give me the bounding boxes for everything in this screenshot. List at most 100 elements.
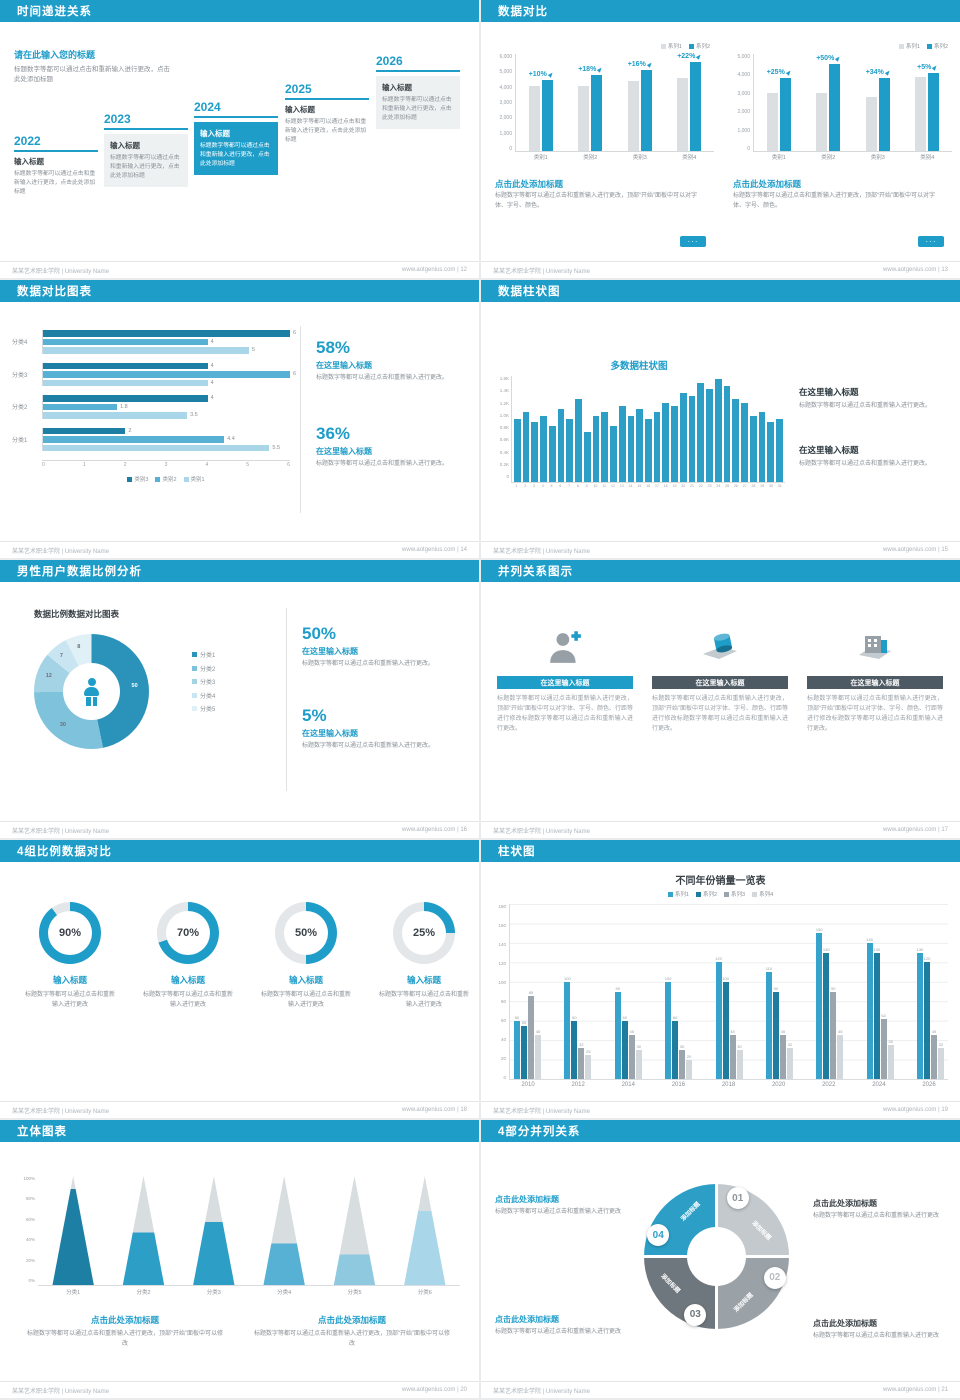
slide-four-part-relation[interactable]: 4部分并列关系 添加标题 01 添加标题 02 添加标题 03 添加标题 04 点击此处添加标… <box>481 1120 960 1398</box>
h3fill <box>43 379 208 386</box>
sw <box>155 476 161 482</box>
c8v: 100 <box>664 975 672 981</box>
h3val: 5 <box>251 347 255 353</box>
mcb <box>636 409 644 482</box>
cnyt: 100% <box>23 1176 35 1181</box>
slide-time-progression[interactable]: 时间递进关系 请在此输入您的标题 标题数字等都可以通过点击和重新输入进行更改，点… <box>0 0 479 278</box>
clegit: 分类4 <box>192 691 215 700</box>
c8bw: 20 <box>686 904 693 1079</box>
c8b <box>665 981 672 1079</box>
donut-chart: 50 30 12 7 8 <box>34 634 149 749</box>
slide-parallel-relation[interactable]: 并列关系图示 在这里输入标题 标题数字等都可以通过点击和重新输入进行更改，顶部“… <box>481 560 960 838</box>
more-button[interactable]: ··· <box>918 236 944 247</box>
c8bw: 90 <box>772 904 779 1079</box>
el: 分类4 <box>200 693 216 700</box>
slide-title: 数据对比图表 <box>17 286 92 298</box>
step-year: 2022 <box>14 134 41 148</box>
h3fill <box>43 338 208 345</box>
footer-university: 某某艺术职业学院 | University Name <box>493 828 590 835</box>
h3bar: 4 <box>43 362 290 369</box>
stat-heading: 在这里输入标题 <box>316 361 372 370</box>
item-body: 标题数字等都可以通过点击和重新输入进行更改 <box>260 992 351 1008</box>
el: 系列1 <box>667 44 682 50</box>
c8bw: 120 <box>924 904 930 1079</box>
pcb <box>627 81 639 151</box>
mcyt: 1.2K <box>499 400 509 406</box>
mcxt: 11 <box>602 484 607 488</box>
pcb <box>541 79 553 151</box>
mcb <box>662 402 670 482</box>
pcyt: 4,000 <box>737 72 750 79</box>
h3axt: 4 <box>205 462 209 468</box>
slide-body: 系列1 系列2 6,000 5,000 4,000 3,000 2,000 1,000 0 +10… <box>481 22 960 261</box>
c8b <box>729 1035 736 1079</box>
slide-title: 柱状图 <box>498 846 536 858</box>
slide-footer: 某某艺术职业学院 | University Name www.aotgenius… <box>481 261 960 278</box>
mcb <box>601 412 609 482</box>
c8v: 45 <box>535 1029 541 1035</box>
step-year: 2024 <box>194 100 221 114</box>
panel-body: 标题数字等都可以通过点击和重新输入进行更改，顶部“开始”面板中可以对字体、字号、… <box>495 193 697 209</box>
c8v: 60 <box>514 1014 520 1020</box>
slide-3d-chart[interactable]: 立体图表 100% 80% 60% 40% 20% 0% 分类1 分类2 分类3 分类4 分类5 分类… <box>0 1120 479 1398</box>
slide-data-comparison[interactable]: 数据对比 系列1 系列2 6,000 5,000 4,000 3,000 2,000 1,00… <box>481 0 960 278</box>
footer-page: www.aotgenius.com | 13 <box>883 267 948 273</box>
step-label: 输入标题 <box>285 105 315 114</box>
c8v: 32 <box>938 1041 944 1047</box>
footer-page: www.aotgenius.com | 17 <box>883 827 948 833</box>
footer-university: 某某艺术职业学院 | University Name <box>12 1108 109 1115</box>
c8g: 100 60 30 20 <box>664 904 693 1079</box>
mcb <box>706 389 713 482</box>
pcbars <box>627 54 652 151</box>
c8v: 90 <box>831 985 836 991</box>
more-button[interactable]: ··· <box>680 236 706 247</box>
column-body: 标题数字等都可以通过点击和重新输入进行更改，顶部“开始”面板中可以对字体、字号、… <box>497 696 633 732</box>
slide-title-bar: 数据对比图表 <box>0 280 479 302</box>
c8bw: 25 <box>585 904 592 1079</box>
c8t: 不同年份销量一览表 <box>675 876 766 887</box>
slide-male-user-ratio[interactable]: 男性用户数据比例分析 数据比例数据对比图表 50 30 12 7 8 分类1 分类2 分类3… <box>0 560 479 838</box>
mcb <box>610 425 617 482</box>
ring-percent: 50% <box>284 911 328 955</box>
footer-page: www.aotgenius.com | 16 <box>402 827 467 833</box>
c8bw: 90 <box>830 904 837 1079</box>
pcy: 6,000 5,000 4,000 3,000 2,000 1,000 0 <box>491 54 515 162</box>
h3fill <box>43 412 188 419</box>
text-block: 在这里输入标题 标题数字等都可以通过点击和重新输入进行更改。 <box>799 444 947 470</box>
panel-heading: 点击此处添加标题 <box>733 179 802 189</box>
footer-page: www.aotgenius.com | 14 <box>402 547 467 553</box>
c8v: 90 <box>773 985 779 991</box>
slide-title-bar: 立体图表 <box>0 1120 479 1142</box>
c8yt: 0 <box>503 1075 506 1080</box>
sw <box>192 679 197 684</box>
slide-body: 90% 输入标题 标题数字等都可以通过点击和重新输入进行更改 70% 输入标题 … <box>0 862 479 1101</box>
pcy: 5,000 4,000 3,000 2,000 1,000 0 <box>729 54 753 162</box>
ring-percent: 70% <box>166 911 210 955</box>
comparison-panel-left: 系列1 系列2 6,000 5,000 4,000 3,000 2,000 1,000 0 +10… <box>485 22 720 261</box>
mcbars <box>511 376 785 483</box>
mcxt: 20 <box>681 484 686 488</box>
h3bars: 2 4.4 5.5 <box>42 427 290 451</box>
c8bw: 110 <box>766 904 772 1079</box>
pcpct: +25% <box>767 69 792 76</box>
slide-multi-bar-chart[interactable]: 数据柱状图 多数据柱状图 1.6K 1.4K 1.2K 1.0K 0.8K 0.6K 0.4… <box>481 280 960 558</box>
slide-comparison-chart[interactable]: 数据对比图表 分类4 6 4 5 分类3 4 6 4 分类2 4 1.8 3.5 分类1 2 4.4 5.5 0… <box>0 280 479 558</box>
c8bw: 60 <box>571 904 578 1079</box>
h3g: 分类4 6 4 5 <box>12 330 296 354</box>
c8x: 2010 2012 2014 2016 2018 2020 2022 2024 2026 <box>509 1080 948 1091</box>
pcb <box>640 70 652 151</box>
slide-four-ratio-comparison[interactable]: 4组比例数据对比 90% 输入标题 标题数字等都可以通过点击和重新输入进行更改 … <box>0 840 479 1118</box>
c8yt: 100 <box>498 980 506 985</box>
step-box: 输入标题 标题数字等都可以通过点击和重新输入进行更改，点击此处添加标题 <box>376 76 460 129</box>
c8b <box>779 1035 786 1079</box>
c8right: 60 55 85 45 100 60 32 25 90 60 45 30 100 60 30 20 120 100… <box>509 904 948 1091</box>
c8bw: 35 <box>887 904 894 1079</box>
c8bw: 30 <box>736 904 743 1079</box>
slide-title: 男性用户数据比例分析 <box>17 566 142 578</box>
pcb <box>878 78 890 151</box>
stat-body: 标题数字等都可以通过点击和重新输入进行更改。 <box>316 461 449 467</box>
building-icon <box>807 626 943 670</box>
mcxt: 31 <box>777 484 782 488</box>
c8bw: 60 <box>672 904 679 1079</box>
slide-column-chart[interactable]: 柱状图 不同年份销量一览表 系列1 系列2 系列3 系列4 180 160 140 120 100… <box>481 840 960 1118</box>
